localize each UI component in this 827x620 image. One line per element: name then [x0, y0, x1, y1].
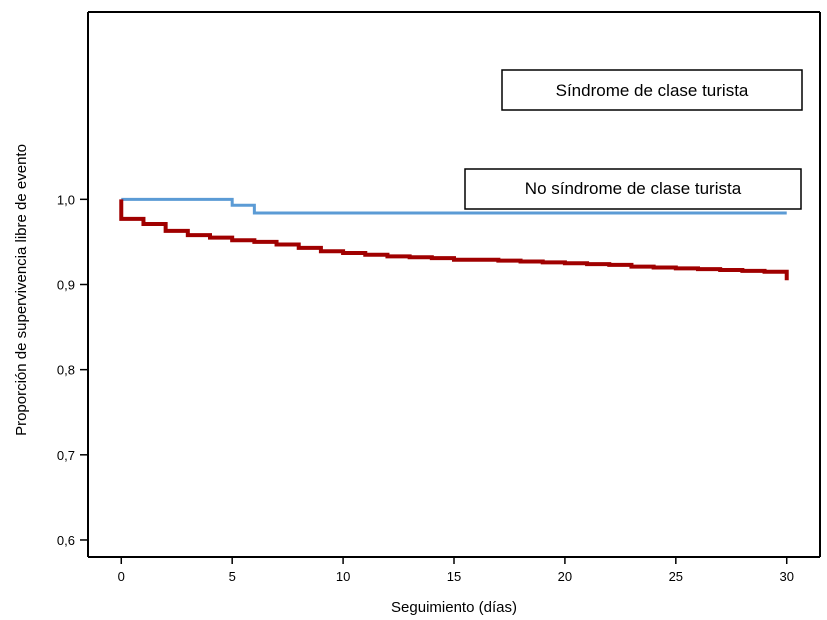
x-tick-label: 5: [229, 569, 236, 584]
y-axis-title: Proporción de supervivencia libre de eve…: [13, 144, 30, 436]
y-tick-label: 0,6: [57, 533, 75, 548]
x-tick-label: 30: [779, 569, 793, 584]
x-axis-title: Seguimiento (días): [391, 599, 517, 616]
legend-box-no-clase-turista: No síndrome de clase turista: [464, 168, 802, 210]
legend-frame-no-clase-turista: [464, 168, 802, 210]
legend-label-no-clase-turista: No síndrome de clase turista: [525, 179, 742, 198]
legend-frame-clase-turista: [501, 69, 803, 111]
x-tick-label: 20: [558, 569, 572, 584]
x-tick-label: 25: [669, 569, 683, 584]
x-tick-label: 10: [336, 569, 350, 584]
series-line-clase-turista: [121, 197, 787, 215]
series-line-no-clase-turista: [119, 199, 789, 281]
y-tick-label: 0,9: [57, 278, 75, 293]
x-tick-label: 0: [118, 569, 125, 584]
legend-box-clase-turista: Síndrome de clase turista: [501, 69, 803, 111]
x-tick-label: 15: [447, 569, 461, 584]
y-tick-label: 0,7: [57, 448, 75, 463]
y-tick-label: 1,0: [57, 192, 75, 207]
series-layer: [119, 197, 789, 281]
y-tick-label: 0,8: [57, 363, 75, 378]
legend-label-clase-turista: Síndrome de clase turista: [556, 81, 749, 100]
ticks-layer: 0 5 10 15 20 25 30 0,6 0,7 0,8 0,9 1,0: [57, 192, 794, 584]
